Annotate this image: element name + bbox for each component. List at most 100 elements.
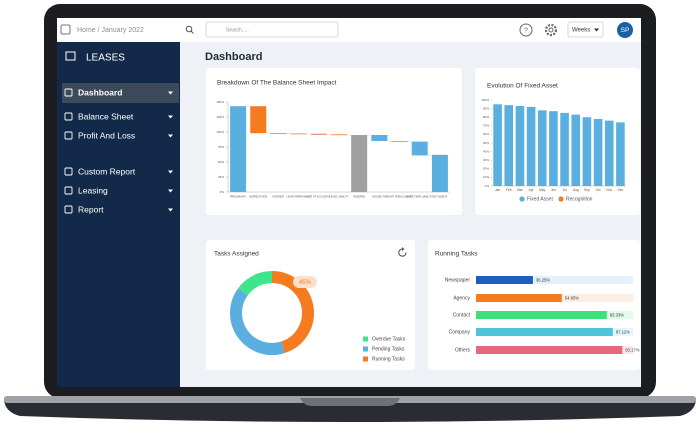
- menu-icon: [64, 112, 73, 121]
- legend-label: Running Tasks: [372, 357, 405, 363]
- x-tick-label: Nov: [606, 188, 612, 192]
- search-icon: [185, 25, 193, 33]
- home-icon[interactable]: [60, 24, 71, 35]
- x-tick-label: Sep: [584, 188, 590, 192]
- y-tick-label: 60%: [483, 132, 489, 136]
- x-tick-label: Jan: [495, 188, 500, 192]
- menu-arrow: [168, 134, 173, 138]
- refresh-icon[interactable]: [398, 248, 407, 257]
- x-tick-label: DEPRECIATION: [249, 196, 267, 199]
- y-tick-label: 10%: [483, 175, 489, 179]
- x-tick-label: SHORT TERM LIABILITY: [386, 196, 414, 199]
- bar: [616, 122, 625, 186]
- menu-icon: [64, 131, 73, 140]
- x-tick-label: LEASE PREPAYMENT: [286, 196, 311, 199]
- x-tick-label: Aug: [573, 188, 579, 192]
- leases-icon: [65, 51, 76, 61]
- menu-item[interactable]: Dashboard: [78, 87, 122, 97]
- bar: [537, 110, 547, 186]
- bar: [582, 117, 592, 186]
- legend-label: Fixed Asset: [527, 197, 553, 203]
- menu-item[interactable]: Leasing: [78, 185, 108, 195]
- x-tick-label: PRELIMINARY: [230, 196, 247, 199]
- legend-swatch: [363, 356, 368, 362]
- legend-label: Recognition: [566, 197, 593, 203]
- menu-icon: [64, 167, 73, 176]
- settings-icon: [548, 27, 554, 33]
- y-tick-label: 30%: [483, 158, 489, 162]
- menu-arrow: [168, 189, 173, 193]
- bar: [571, 114, 581, 186]
- x-tick-label: INTEREST: [273, 196, 285, 199]
- bar-track: [476, 276, 633, 284]
- legend-label: Pending Tasks: [372, 347, 405, 353]
- x-tick-label: LEASE LIABILITY: [329, 196, 349, 199]
- help-icon-glyph: ?: [524, 27, 528, 34]
- x-tick-label: Oct: [596, 188, 601, 192]
- card-title: Running Tasks: [435, 251, 478, 258]
- y-tick-label: 40%: [483, 149, 489, 153]
- bar: [250, 106, 267, 134]
- menu-item[interactable]: Custom Report: [78, 166, 136, 176]
- x-tick-label: Mar: [517, 188, 523, 192]
- y-tick-label: 100%: [481, 98, 489, 102]
- y-tick-label: 100%: [216, 130, 224, 134]
- x-tick-label: Apr: [529, 188, 535, 192]
- category-label: Agency: [453, 295, 470, 301]
- x-tick-label: Dec: [618, 188, 624, 192]
- value-label-bubble: [293, 276, 317, 288]
- menu-icon: [64, 88, 73, 97]
- menu-item[interactable]: Report: [78, 204, 104, 214]
- bar: [411, 141, 428, 156]
- bar: [230, 106, 247, 192]
- bar: [476, 311, 607, 319]
- refresh-icon: [402, 247, 405, 251]
- bar: [604, 120, 614, 186]
- category-label: Company: [449, 329, 471, 335]
- period-select[interactable]: [567, 21, 604, 38]
- menu-arrow: [168, 208, 173, 212]
- y-tick-label: 70%: [483, 124, 489, 128]
- search-box[interactable]: [205, 21, 339, 38]
- bar: [515, 106, 525, 186]
- menu-item[interactable]: Profit And Loss: [78, 130, 135, 140]
- card-title: Tasks Assigned: [214, 251, 259, 258]
- y-tick-label: 50%: [218, 160, 224, 164]
- legend-label: Overdue Tasks: [372, 337, 406, 343]
- bar: [593, 118, 603, 186]
- y-tick-label: 90%: [483, 106, 489, 110]
- menu-arrow: [168, 115, 173, 119]
- laptop-base: [4, 398, 696, 422]
- page-title: Dashboard: [205, 51, 262, 63]
- card-title: Breakdown Of The Balance Sheet Impact: [217, 80, 337, 87]
- help-icon[interactable]: [519, 23, 533, 37]
- y-tick-label: 125%: [216, 115, 224, 119]
- bar: [431, 154, 448, 192]
- donut-segment: [238, 271, 273, 296]
- card-title: Evolution Of Fixed Asset: [487, 83, 558, 90]
- settings-icon[interactable]: [544, 23, 558, 37]
- bar: [493, 104, 502, 186]
- y-tick-label: 50%: [483, 141, 489, 145]
- period-label: Weeks: [572, 28, 590, 34]
- card: [206, 68, 462, 215]
- search-placeholder: Search.....: [226, 27, 249, 33]
- card: [428, 240, 640, 370]
- avatar[interactable]: [617, 22, 633, 38]
- bar: [549, 111, 558, 186]
- bar: [371, 135, 388, 141]
- bar: [290, 133, 307, 135]
- breadcrumb: Home / January 2022: [77, 27, 144, 34]
- legend-swatch: [519, 196, 525, 202]
- dropdown-arrow: [594, 28, 599, 32]
- donut-segment: [230, 288, 285, 355]
- avatar-initials: SP: [621, 27, 630, 34]
- menu-item[interactable]: Balance Sheet: [78, 111, 134, 121]
- legend-swatch: [363, 336, 368, 342]
- x-tick-label: NET ASSETS: [433, 196, 448, 199]
- y-tick-label: 80%: [483, 115, 489, 119]
- value-label: 93.17%: [625, 347, 639, 352]
- legend-swatch: [558, 196, 564, 202]
- x-tick-label: LONG TERM LIABILITY: [407, 196, 433, 199]
